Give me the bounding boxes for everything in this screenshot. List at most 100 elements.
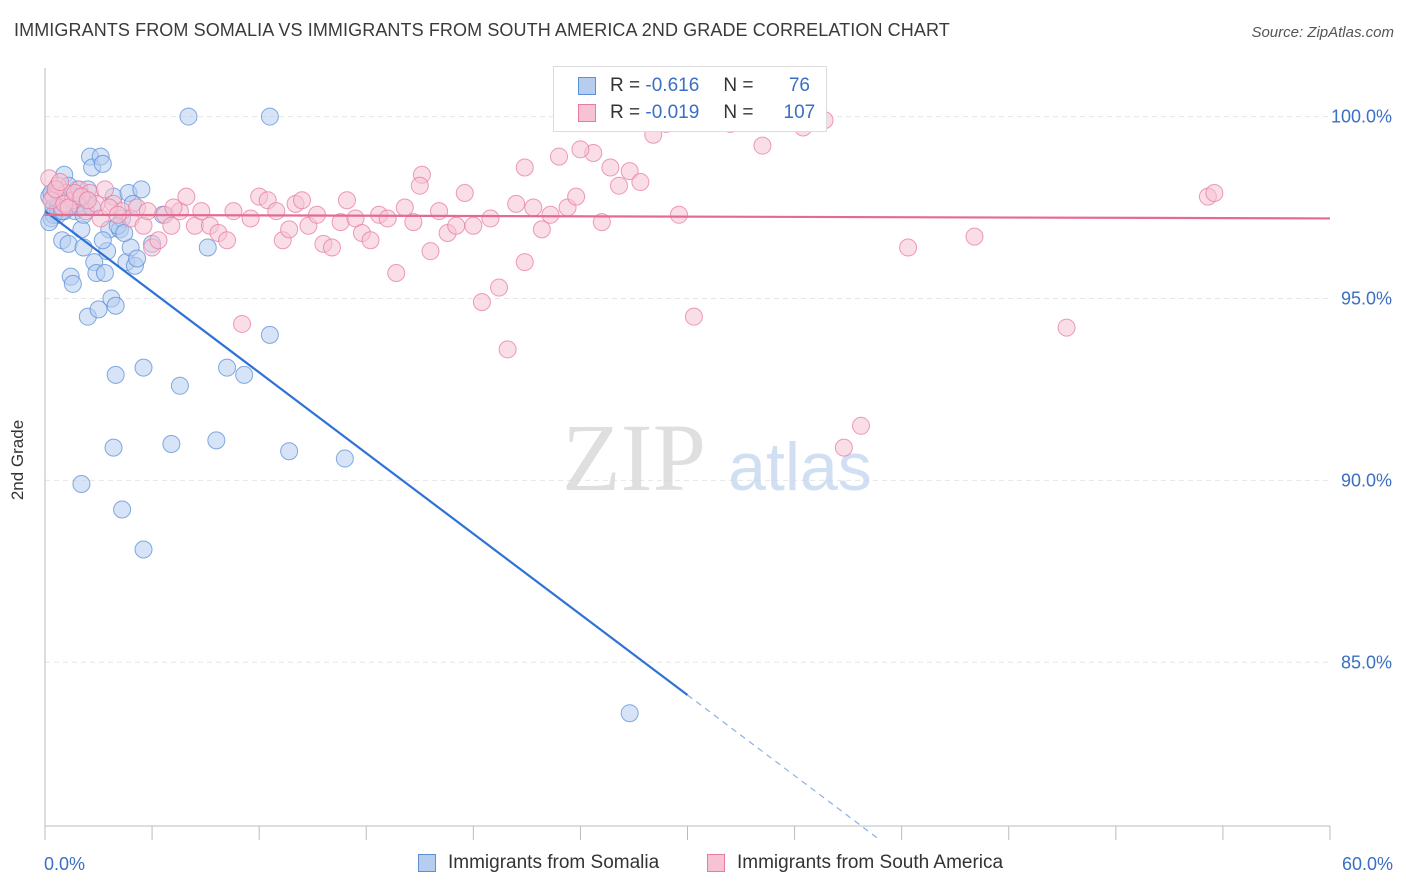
south-america-point bbox=[50, 173, 69, 192]
south-america-point bbox=[218, 231, 237, 250]
south-america-point bbox=[421, 242, 440, 261]
south-america-point bbox=[322, 238, 341, 257]
y-tick-label: 85.0% bbox=[1341, 652, 1392, 672]
n-label: N = bbox=[723, 75, 754, 96]
legend-row-somalia: R = -0.616 N = 76 bbox=[578, 74, 819, 98]
south-america-point bbox=[224, 202, 243, 221]
legend-item-south-america: Immigrants from South America bbox=[707, 852, 1003, 874]
south-america-point bbox=[149, 231, 168, 250]
r-label: R = bbox=[610, 75, 641, 96]
south-america-point bbox=[567, 187, 586, 206]
south-america-point bbox=[524, 198, 543, 217]
somalia-point bbox=[59, 234, 78, 253]
somalia-point bbox=[179, 107, 198, 126]
y-tick-label: 90.0% bbox=[1341, 470, 1392, 490]
south-america-point bbox=[404, 213, 423, 232]
south-america-point bbox=[164, 198, 183, 217]
south-america-point bbox=[162, 216, 181, 235]
south-america-legend-swatch bbox=[707, 854, 725, 872]
somalia-point bbox=[63, 274, 82, 293]
x-tick-label: 60.0% bbox=[1342, 854, 1393, 874]
somalia-point bbox=[260, 325, 279, 344]
somalia-legend-swatch bbox=[418, 854, 436, 872]
south-america-point bbox=[138, 202, 157, 221]
somalia-point bbox=[134, 540, 153, 559]
somalia-point bbox=[93, 154, 112, 173]
somalia-trendline bbox=[44, 210, 689, 696]
somalia-point bbox=[106, 365, 125, 384]
south-america-point bbox=[571, 140, 590, 159]
south-america-point bbox=[241, 209, 260, 228]
legend-item-somalia: Immigrants from Somalia bbox=[418, 852, 659, 874]
south-america-point bbox=[361, 231, 380, 250]
somalia-swatch bbox=[578, 77, 596, 95]
south-america-point bbox=[430, 202, 449, 221]
south-america-point bbox=[834, 438, 853, 457]
somalia-point bbox=[620, 704, 639, 723]
somalia-point bbox=[335, 449, 354, 468]
somalia-point bbox=[95, 264, 114, 283]
somalia-point bbox=[280, 442, 299, 461]
south-america-point bbox=[620, 162, 639, 181]
somalia-point bbox=[74, 238, 93, 257]
south-america-point bbox=[293, 191, 311, 210]
south-america-point bbox=[631, 173, 650, 192]
r-value: -0.019 bbox=[645, 102, 700, 123]
somalia-point bbox=[93, 231, 112, 250]
south-america-point bbox=[1057, 318, 1076, 337]
somalia-point bbox=[113, 500, 132, 519]
somalia-point bbox=[198, 238, 217, 257]
n-value: 107 bbox=[783, 102, 816, 123]
stats-legend: R = -0.616 N = 76 R = -0.019 N = 107 bbox=[553, 66, 827, 132]
south-america-point bbox=[177, 187, 196, 206]
south-america-point bbox=[337, 191, 356, 210]
south-america-point bbox=[481, 209, 500, 228]
south-america-point bbox=[541, 205, 560, 224]
y-tick-label: 95.0% bbox=[1341, 288, 1392, 308]
south-america-point bbox=[387, 264, 406, 283]
chart-title: IMMIGRANTS FROM SOMALIA VS IMMIGRANTS FR… bbox=[14, 20, 950, 40]
somalia-point bbox=[89, 300, 108, 319]
south-america-point bbox=[1205, 183, 1224, 202]
n-value: 76 bbox=[788, 75, 810, 96]
south-america-point bbox=[965, 227, 984, 246]
legend-label-somalia: Immigrants from Somalia bbox=[448, 852, 660, 873]
south-america-point bbox=[601, 158, 620, 177]
south-america-point bbox=[753, 136, 772, 155]
south-america-point bbox=[472, 293, 491, 312]
r-value: -0.616 bbox=[645, 75, 700, 96]
somalia-point bbox=[162, 435, 181, 453]
somalia-point bbox=[40, 213, 59, 232]
legend-label-south-america: Immigrants from South America bbox=[737, 852, 1004, 873]
south-america-point bbox=[95, 180, 114, 199]
somalia-point bbox=[104, 438, 123, 457]
somalia-point bbox=[260, 107, 279, 126]
n-label: N = bbox=[723, 102, 754, 123]
south-america-point bbox=[684, 307, 703, 326]
south-america-point bbox=[410, 176, 429, 195]
south-america-point bbox=[498, 340, 517, 359]
somalia-point bbox=[128, 249, 147, 268]
south-america-point bbox=[532, 220, 551, 239]
south-america-point bbox=[515, 158, 534, 177]
south-america-point bbox=[267, 202, 286, 221]
source-label: Source: ZipAtlas.com bbox=[1251, 24, 1394, 41]
somalia-trendline-extension bbox=[687, 694, 881, 841]
somalia-point bbox=[106, 296, 125, 315]
south-america-point bbox=[550, 147, 568, 166]
somalia-point bbox=[235, 365, 254, 384]
south-america-point bbox=[78, 191, 97, 210]
south-america-point bbox=[851, 416, 870, 435]
south-america-point bbox=[669, 205, 688, 224]
south-america-point bbox=[515, 253, 534, 272]
south-america-point bbox=[464, 216, 483, 235]
somalia-point bbox=[72, 475, 91, 494]
somalia-point bbox=[170, 376, 189, 395]
somalia-point bbox=[207, 431, 226, 450]
south-america-point bbox=[592, 213, 611, 232]
south-america-point bbox=[609, 176, 628, 195]
south-america-point bbox=[899, 238, 918, 257]
watermark-atlas: atlas bbox=[728, 429, 872, 505]
y-tick-label: 100.0% bbox=[1331, 107, 1392, 127]
